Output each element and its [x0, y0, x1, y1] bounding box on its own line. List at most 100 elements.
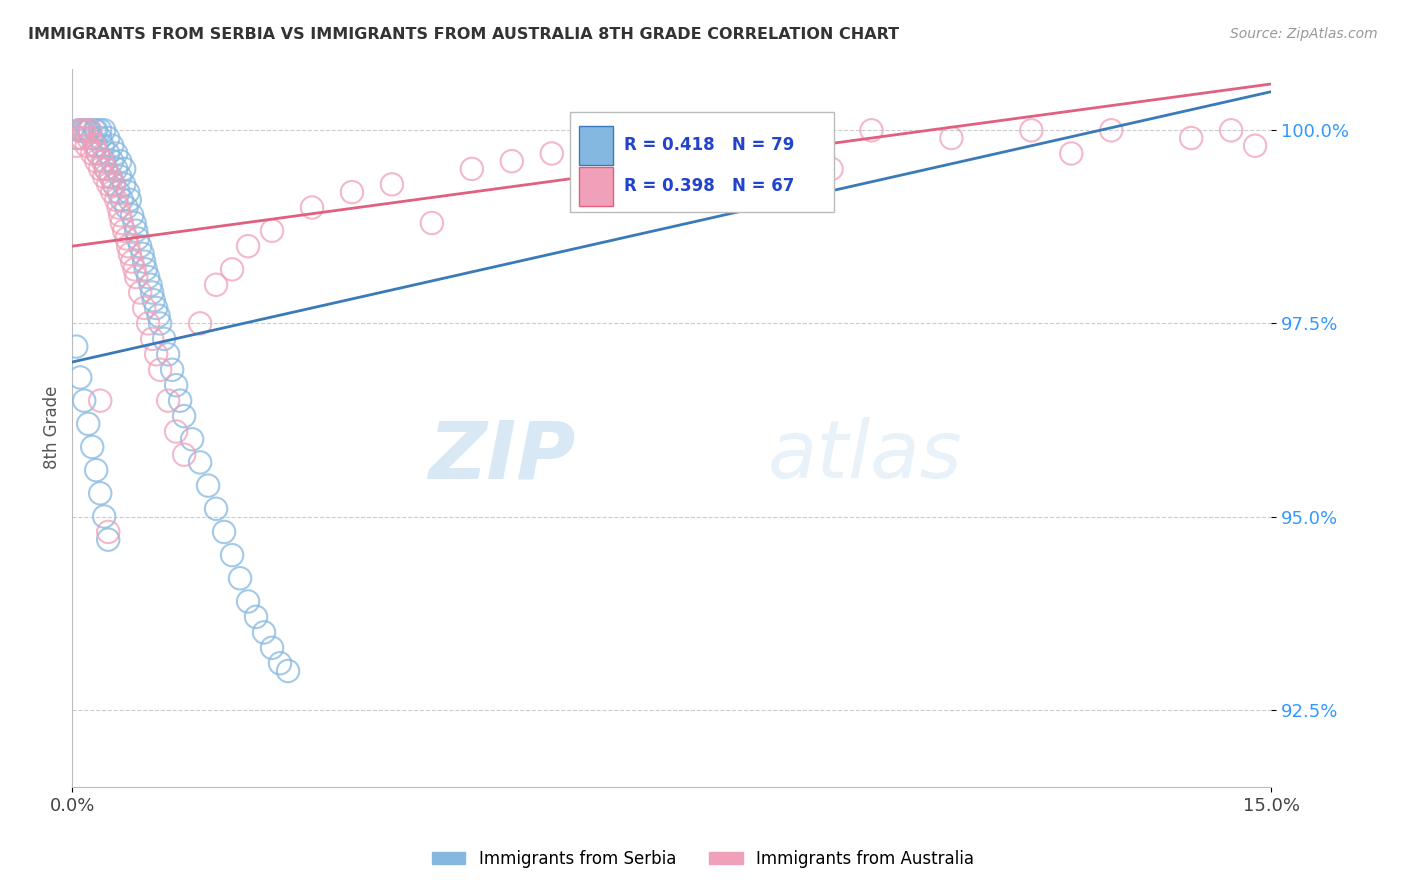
Point — [82, 440, 104, 454]
Point — [100, 169, 122, 184]
Text: IMMIGRANTS FROM SERBIA VS IMMIGRANTS FROM AUSTRALIA 8TH GRADE CORRELATION CHART: IMMIGRANTS FROM SERBIA VS IMMIGRANTS FRO… — [28, 27, 900, 42]
Point — [301, 201, 323, 215]
Point — [173, 409, 195, 423]
Point — [97, 146, 120, 161]
Point — [107, 185, 129, 199]
Point — [93, 509, 115, 524]
Point — [124, 262, 146, 277]
Point — [117, 185, 139, 199]
Point — [124, 216, 146, 230]
Point — [97, 131, 120, 145]
Point — [87, 146, 110, 161]
Point — [229, 571, 252, 585]
Point — [82, 146, 104, 161]
Point — [105, 193, 128, 207]
Point — [100, 169, 122, 184]
Point — [134, 254, 156, 268]
Text: ZIP: ZIP — [429, 417, 575, 495]
Point — [149, 363, 172, 377]
Y-axis label: 8th Grade: 8th Grade — [44, 386, 60, 469]
Point — [67, 131, 90, 145]
Text: R = 0.418   N = 79: R = 0.418 N = 79 — [624, 136, 794, 154]
Point — [103, 178, 125, 192]
Point — [165, 378, 187, 392]
Point — [173, 448, 195, 462]
Point — [91, 154, 114, 169]
Text: Source: ZipAtlas.com: Source: ZipAtlas.com — [1230, 27, 1378, 41]
FancyBboxPatch shape — [579, 167, 613, 206]
Point — [89, 393, 111, 408]
Point — [860, 123, 883, 137]
Point — [221, 548, 243, 562]
Legend: Immigrants from Serbia, Immigrants from Australia: Immigrants from Serbia, Immigrants from … — [425, 844, 981, 875]
Text: atlas: atlas — [768, 417, 962, 495]
Point — [83, 138, 105, 153]
Point — [112, 161, 135, 176]
FancyBboxPatch shape — [579, 126, 613, 166]
Point — [84, 463, 107, 477]
Point — [91, 138, 114, 153]
Point — [84, 154, 107, 169]
Point — [540, 146, 562, 161]
Point — [212, 524, 235, 539]
Text: R = 0.398   N = 67: R = 0.398 N = 67 — [624, 178, 794, 195]
Point — [108, 169, 131, 184]
Point — [73, 123, 96, 137]
Point — [236, 239, 259, 253]
Point — [188, 317, 211, 331]
Point — [420, 216, 443, 230]
Point — [157, 393, 180, 408]
Point — [127, 231, 149, 245]
Point — [65, 138, 87, 153]
Point — [97, 533, 120, 547]
Point — [131, 247, 153, 261]
Point — [461, 161, 484, 176]
Point — [260, 224, 283, 238]
Point — [115, 231, 138, 245]
Point — [153, 332, 176, 346]
Point — [245, 610, 267, 624]
Point — [148, 309, 170, 323]
Point — [93, 123, 115, 137]
Point — [65, 340, 87, 354]
Point — [139, 277, 162, 292]
Point — [112, 178, 135, 192]
Point — [121, 254, 143, 268]
Point — [69, 123, 91, 137]
Point — [84, 123, 107, 137]
Point — [780, 131, 803, 145]
Point — [65, 131, 87, 145]
Point — [1060, 146, 1083, 161]
Point — [115, 201, 138, 215]
Point — [101, 185, 124, 199]
Point — [97, 178, 120, 192]
Point — [820, 161, 842, 176]
Point — [118, 193, 141, 207]
Point — [76, 138, 98, 153]
Point — [84, 138, 107, 153]
Point — [70, 131, 93, 145]
Point — [94, 161, 117, 176]
Point — [87, 146, 110, 161]
Point — [89, 123, 111, 137]
Point — [129, 285, 152, 300]
Point — [121, 208, 143, 222]
Point — [141, 285, 163, 300]
Point — [277, 664, 299, 678]
Point — [142, 293, 165, 308]
Point — [700, 131, 723, 145]
Point — [253, 625, 276, 640]
Point — [83, 123, 105, 137]
Point — [97, 524, 120, 539]
Point — [197, 478, 219, 492]
Point — [620, 138, 643, 153]
Point — [89, 131, 111, 145]
Point — [79, 123, 101, 137]
Point — [125, 224, 148, 238]
Point — [236, 594, 259, 608]
Point — [125, 270, 148, 285]
Point — [93, 154, 115, 169]
Point — [105, 161, 128, 176]
Point — [145, 347, 167, 361]
Point — [661, 138, 683, 153]
